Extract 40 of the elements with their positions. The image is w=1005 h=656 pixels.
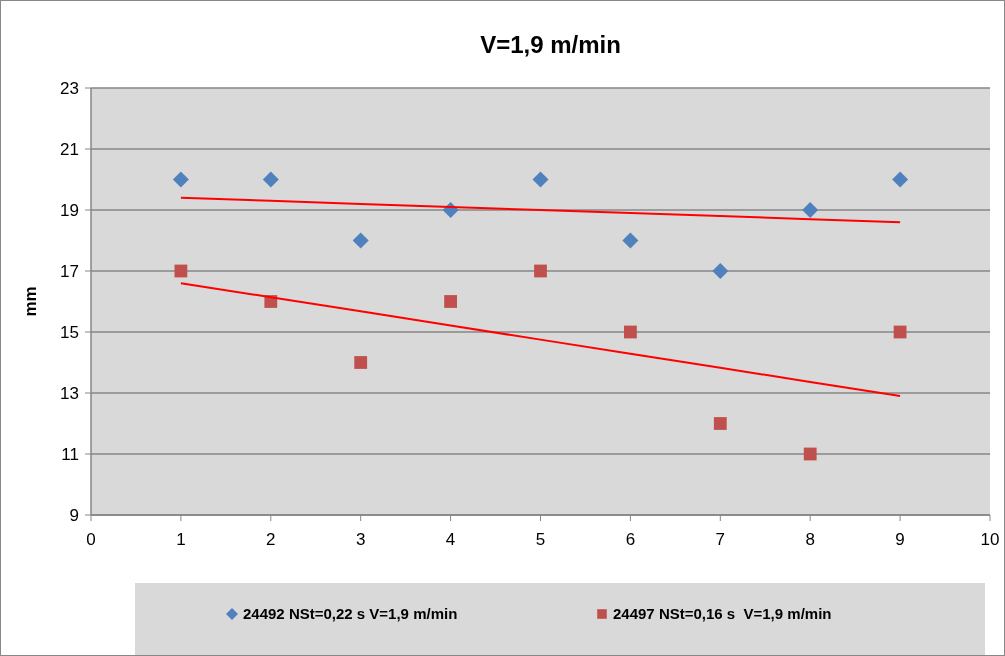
point bbox=[352, 232, 369, 249]
legend-label: 24497 NSt=0,16 s V=1,9 m/min bbox=[613, 605, 832, 623]
y-tick-label: 15 bbox=[60, 322, 79, 342]
point bbox=[534, 264, 547, 278]
x-tick-label: 6 bbox=[625, 530, 636, 549]
point bbox=[444, 295, 457, 308]
x-tick-label: 10 bbox=[980, 530, 1000, 549]
point bbox=[172, 171, 189, 188]
line-series bbox=[179, 196, 902, 224]
y-tick-label: 13 bbox=[60, 383, 79, 403]
x-tick-label: 0 bbox=[86, 530, 96, 549]
point bbox=[712, 263, 729, 279]
point bbox=[803, 447, 817, 461]
x-tick-label: 2 bbox=[266, 530, 276, 549]
y-axis-title: mm bbox=[21, 286, 40, 317]
legend-label: 24492 NSt=0,22 s V=1,9 m/min bbox=[243, 605, 458, 623]
point bbox=[713, 417, 727, 430]
x-tick-label: 7 bbox=[715, 530, 726, 549]
point bbox=[893, 325, 907, 339]
y-tick-label: 9 bbox=[69, 505, 79, 525]
line-series bbox=[179, 282, 902, 398]
point bbox=[262, 171, 279, 188]
x-tick-label: 3 bbox=[355, 530, 366, 549]
x-tick-label: 5 bbox=[535, 530, 546, 549]
chart-title: V=1,9 m/min bbox=[480, 31, 621, 58]
y-tick-label: 21 bbox=[60, 139, 79, 159]
x-tick-label: 9 bbox=[895, 530, 905, 549]
y-tick-label: 17 bbox=[60, 261, 79, 281]
point bbox=[892, 171, 909, 188]
point bbox=[622, 232, 639, 249]
point bbox=[354, 356, 368, 369]
y-tick-label: 23 bbox=[60, 78, 79, 98]
point bbox=[532, 171, 549, 188]
x-tick-label: 4 bbox=[445, 530, 456, 549]
x-tick-label: 8 bbox=[805, 530, 815, 549]
point bbox=[624, 325, 637, 339]
point bbox=[802, 202, 819, 218]
y-tick-label: 19 bbox=[60, 200, 79, 220]
y-tick-label: 11 bbox=[61, 444, 79, 464]
x-tick-label: 1 bbox=[176, 530, 186, 549]
